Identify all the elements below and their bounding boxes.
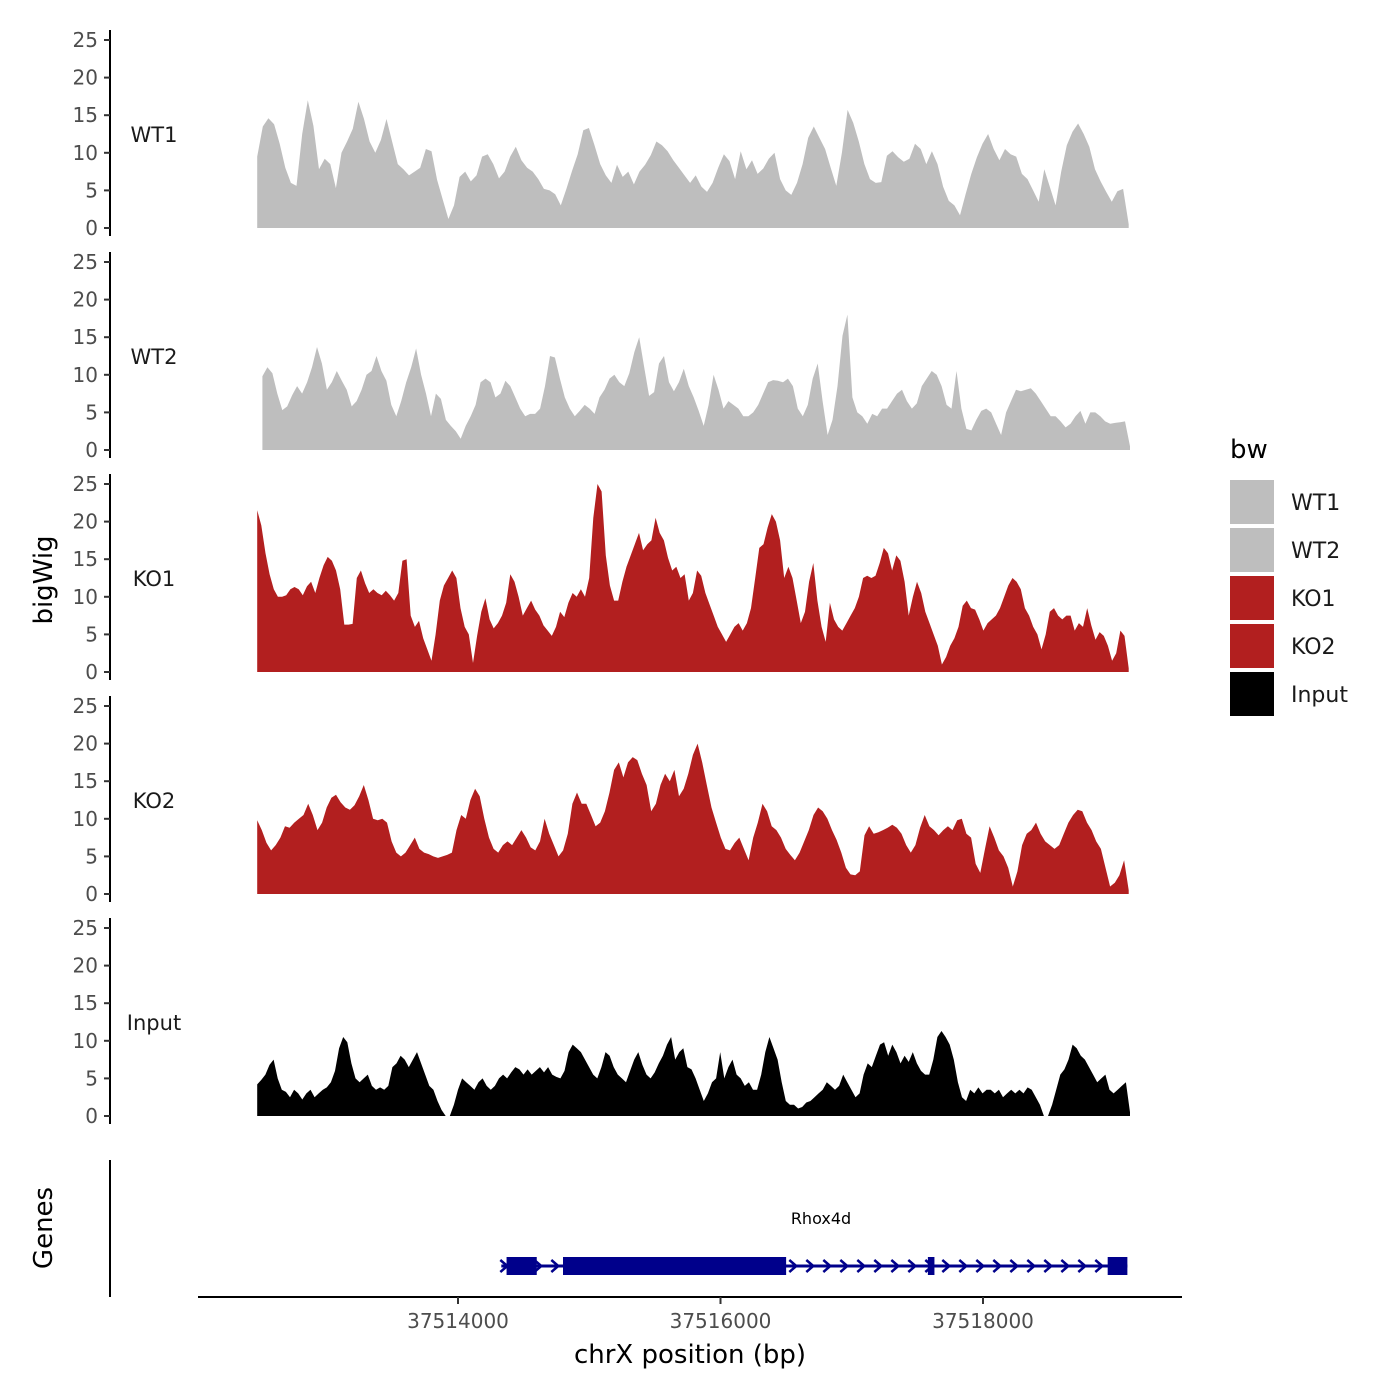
y-tick-label: 15	[73, 325, 98, 349]
signal-area-input	[257, 1031, 1130, 1116]
y-tick-label: 25	[73, 28, 98, 52]
y-tick-label: 5	[85, 400, 98, 424]
legend-key-input	[1230, 672, 1274, 716]
gene-track: Genes Rhox4d	[29, 1160, 1128, 1297]
gene-exon	[927, 1257, 935, 1275]
strand-arrow	[1009, 1259, 1020, 1273]
strand-arrow	[1094, 1259, 1105, 1273]
legend-key-ko2	[1230, 624, 1274, 668]
y-tick-label: 15	[73, 991, 98, 1015]
legend-title: bw	[1230, 435, 1268, 465]
y-tick-label: 0	[85, 660, 98, 684]
x-axis-title: chrX position (bp)	[574, 1340, 806, 1370]
y-tick-label: 20	[73, 954, 98, 978]
strand-arrow	[822, 1259, 833, 1273]
strand-arrow	[1026, 1259, 1037, 1273]
y-tick-label: 5	[85, 844, 98, 868]
track-ko1: 0 5 10 15 20 25 KO1	[73, 472, 1129, 684]
y-tick-label: 10	[73, 807, 98, 831]
tracks: 0510152025WT10510152025WT20510152025KO10…	[73, 28, 1130, 1128]
track-label: WT1	[131, 123, 178, 147]
y-tick-label: 20	[73, 510, 98, 534]
gene-exon	[506, 1257, 537, 1275]
track-label: KO2	[133, 789, 176, 813]
track-wt1: 0 5 10 15 20 25 WT1	[73, 28, 1129, 240]
legend-label-wt2: WT2	[1291, 539, 1340, 564]
strand-arrow	[839, 1259, 850, 1273]
strand-arrow	[890, 1259, 901, 1273]
track-label: WT2	[131, 345, 178, 369]
gene-exon	[563, 1257, 787, 1275]
y-tick-label: 0	[85, 882, 98, 906]
x-tick-label: 37514000	[407, 1309, 509, 1333]
strand-arrow	[856, 1259, 867, 1273]
track-label: KO1	[133, 567, 176, 591]
y-tick-label: 10	[73, 141, 98, 165]
strand-arrow	[1060, 1259, 1071, 1273]
y-tick-label: 25	[73, 694, 98, 718]
y-tick-label: 25	[73, 472, 98, 496]
y-tick-label: 10	[73, 1029, 98, 1053]
legend-key-ko1	[1230, 576, 1274, 620]
y-tick-label: 20	[73, 732, 98, 756]
y-tick-label: 0	[85, 1104, 98, 1128]
y-tick-label: 5	[85, 1066, 98, 1090]
x-tick-label: 37516000	[670, 1309, 772, 1333]
track-ko2: 0 5 10 15 20 25 KO2	[73, 694, 1129, 906]
y-tick-label: 20	[73, 288, 98, 312]
strand-arrow	[975, 1259, 986, 1273]
track-input: 0 5 10 15 20 25 Input	[73, 916, 1130, 1128]
y-tick-label: 15	[73, 103, 98, 127]
y-tick-label: 25	[73, 250, 98, 274]
signal-area-wt2	[262, 314, 1130, 450]
strand-arrow	[941, 1259, 952, 1273]
strand-arrow	[1077, 1259, 1088, 1273]
strand-arrow	[788, 1259, 799, 1273]
y-tick-label: 15	[73, 769, 98, 793]
y-tick-label: 10	[73, 585, 98, 609]
strand-arrow	[907, 1259, 918, 1273]
y-tick-label: 0	[85, 216, 98, 240]
strand-arrow	[958, 1259, 969, 1273]
strand-arrow	[1043, 1259, 1054, 1273]
strand-arrow	[550, 1259, 561, 1273]
signal-area-ko1	[257, 484, 1129, 672]
legend-label-wt1: WT1	[1291, 491, 1340, 516]
y-tick-label: 5	[85, 622, 98, 646]
y-tick-label: 25	[73, 916, 98, 940]
gene-name: Rhox4d	[791, 1209, 851, 1228]
x-tick-label: 37518000	[932, 1309, 1034, 1333]
y-tick-label: 20	[73, 66, 98, 90]
track-wt2: 0 5 10 15 20 25 WT2	[73, 250, 1130, 462]
y-tick-label: 10	[73, 363, 98, 387]
gene-exon	[1107, 1257, 1128, 1275]
strand-arrow	[805, 1259, 816, 1273]
y-tick-label: 5	[85, 178, 98, 202]
legend-label-input: Input	[1291, 683, 1348, 708]
y-axis-title: bigWig	[29, 535, 59, 624]
legend-label-ko2: KO2	[1291, 635, 1336, 660]
y-tick-label: 0	[85, 438, 98, 462]
x-axis: 37514000 37516000 37518000	[198, 1296, 1182, 1333]
legend: bw WT1 WT2 KO1 KO2 Input	[1230, 435, 1348, 716]
legend-key-wt2	[1230, 528, 1274, 572]
y-tick-label: 15	[73, 547, 98, 571]
legend-key-wt1	[1230, 480, 1274, 524]
signal-area-wt1	[257, 100, 1129, 228]
strand-arrow	[992, 1259, 1003, 1273]
strand-arrow	[873, 1259, 884, 1273]
gene-track-label: Genes	[29, 1187, 59, 1269]
legend-label-ko1: KO1	[1291, 587, 1336, 612]
signal-area-ko2	[257, 743, 1129, 894]
track-label: Input	[127, 1011, 181, 1035]
